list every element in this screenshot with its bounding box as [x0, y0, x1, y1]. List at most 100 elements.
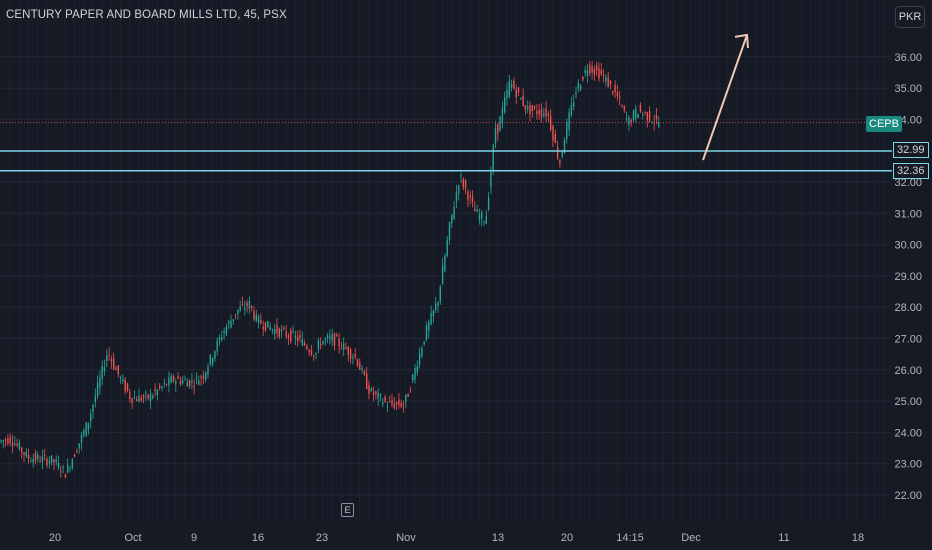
- y-tick-label: 36.00: [894, 52, 922, 64]
- candle-body: [343, 343, 345, 350]
- candle-body: [510, 83, 513, 88]
- candle-body: [356, 359, 359, 366]
- upper-line-price-tag: 32.99: [893, 142, 929, 158]
- candle-body: [487, 197, 490, 210]
- candle-body: [598, 68, 600, 79]
- candle-body: [600, 69, 602, 75]
- candle-body: [115, 368, 117, 371]
- candle-body: [363, 371, 366, 375]
- y-tick-label: 32.00: [894, 177, 922, 189]
- candle-body: [467, 191, 469, 201]
- candle-body: [425, 325, 428, 340]
- candle-body: [421, 348, 423, 357]
- candle-body: [405, 394, 407, 402]
- candle-body: [361, 368, 363, 371]
- candle-body: [326, 335, 329, 338]
- candle-body: [501, 107, 504, 124]
- symbol-price-tag: CEPB: [866, 116, 902, 132]
- candle-body: [531, 105, 533, 112]
- candle-body: [168, 377, 170, 386]
- candle-body: [352, 357, 354, 359]
- candle-body: [297, 336, 299, 341]
- candle-body: [223, 330, 225, 333]
- candle-body: [375, 391, 377, 394]
- candle-body: [614, 85, 616, 93]
- candle-body: [607, 77, 609, 88]
- candle-body: [149, 393, 152, 402]
- candle-body: [248, 300, 251, 310]
- candle-body: [366, 373, 368, 389]
- candle-body: [317, 340, 320, 350]
- candle-body: [221, 336, 223, 340]
- candle-body: [280, 329, 283, 332]
- candle-body: [230, 320, 232, 328]
- candle-body: [57, 462, 60, 469]
- candle-body: [241, 303, 244, 305]
- candle-body: [400, 402, 402, 407]
- x-tick-label: Nov: [396, 532, 416, 544]
- y-tick-label: 27.00: [894, 334, 922, 346]
- candle-body: [416, 366, 418, 372]
- candle-body: [504, 97, 506, 113]
- candle-body: [55, 459, 57, 463]
- candle-body: [370, 388, 372, 391]
- candle-body: [655, 114, 658, 120]
- candle-body: [602, 75, 605, 77]
- candle-body: [186, 381, 188, 387]
- candle-body: [648, 110, 651, 122]
- candle-body: [202, 375, 205, 379]
- candle-body: [154, 389, 156, 392]
- candle-body: [16, 444, 18, 446]
- candle-body: [172, 376, 175, 382]
- x-tick-label: 11: [778, 532, 789, 544]
- candle-body: [527, 106, 529, 109]
- candle-body: [195, 376, 198, 378]
- candle-body: [260, 319, 262, 324]
- candle-body: [7, 438, 9, 444]
- y-tick-label: 29.00: [894, 271, 922, 283]
- candle-body: [338, 338, 340, 347]
- candle-body: [637, 113, 639, 118]
- candle-body: [441, 265, 444, 285]
- candle-body: [290, 330, 292, 342]
- x-tick-label: 13: [492, 532, 504, 544]
- candle-body: [211, 358, 214, 364]
- candle-body: [644, 111, 646, 113]
- candle-body: [292, 331, 294, 333]
- candle-body: [612, 91, 614, 94]
- candle-body: [237, 309, 239, 315]
- candle-body: [161, 386, 163, 389]
- candle-body: [418, 352, 421, 365]
- candle-body: [246, 302, 248, 307]
- candle-body: [451, 214, 453, 224]
- candle-body: [276, 324, 278, 333]
- candle-body: [550, 116, 552, 130]
- candle-body: [444, 255, 446, 272]
- candle-body: [96, 382, 99, 397]
- annotation-arrow-head: [734, 33, 749, 48]
- candle-body: [60, 471, 62, 473]
- candle-body: [478, 214, 481, 220]
- candle-body: [156, 389, 159, 395]
- candle-body: [106, 355, 108, 361]
- candle-body: [543, 113, 545, 117]
- candle-body: [540, 109, 543, 117]
- candle-body: [492, 145, 494, 171]
- candle-body: [27, 454, 30, 459]
- y-tick-label: 31.00: [894, 208, 922, 220]
- candle-body: [628, 117, 630, 125]
- candle-body: [46, 458, 48, 466]
- candle-body: [177, 376, 179, 379]
- candle-body: [278, 328, 280, 337]
- candle-body: [126, 383, 129, 392]
- candle-body: [39, 461, 41, 463]
- candle-body: [218, 337, 221, 341]
- currency-button[interactable]: PKR: [895, 6, 925, 28]
- candle-body: [377, 392, 379, 399]
- candle-body: [62, 466, 64, 468]
- earnings-marker[interactable]: E: [341, 503, 354, 517]
- candle-body: [308, 350, 310, 353]
- candle-body: [412, 374, 414, 381]
- candle-body: [577, 82, 579, 89]
